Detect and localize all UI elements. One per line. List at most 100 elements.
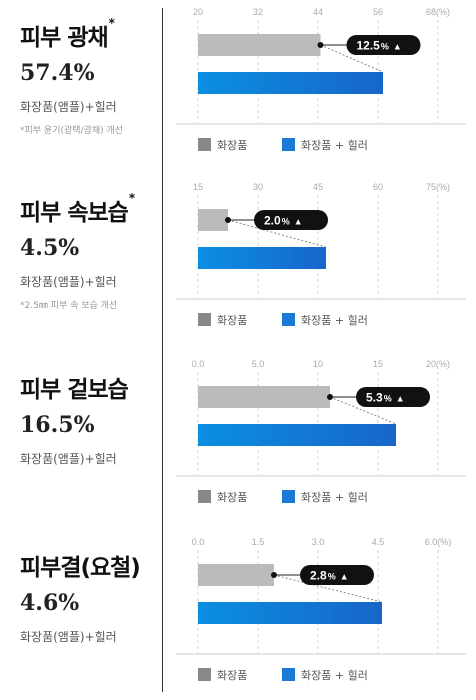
metric-block: 피부 광채* 57.4% 화장품(앰플)+힐러 *피부 윤기(광택/광채) 개선: [20, 16, 160, 136]
bar-cosmetic: [198, 564, 274, 586]
metric-block: 피부 속보습* 4.5% 화장품(앰플)+힐러 *2.5㎜ 피부 속 보습 개선: [20, 191, 160, 311]
legend-swatch-healer: [282, 490, 295, 503]
metric-footnote: *피부 윤기(광택/광채) 개선: [20, 126, 124, 136]
legend-label-cosmetic: 화장품: [217, 491, 247, 504]
metric-description: 화장품(앰플)+힐러: [20, 100, 117, 114]
legend-label-healer: 화장품 + 힐러: [301, 491, 368, 504]
legend-swatch-cosmetic: [198, 668, 211, 681]
bar-chart: 15 30 45 60 75(%) 2.0% ▲ 화장품 화장품 + 힐러: [176, 182, 466, 327]
badge-unit: %: [328, 572, 336, 582]
increase-badge-text: 12.5% ▲: [357, 39, 402, 53]
legend-swatch-cosmetic: [198, 313, 211, 326]
metric-value: 57.4%: [20, 60, 95, 86]
badge-value: 2.8: [310, 569, 327, 583]
tick-label: 15: [373, 359, 383, 369]
up-arrow-icon: ▲: [396, 394, 405, 404]
legend-label-healer: 화장품 + 힐러: [301, 669, 368, 682]
bar-healer: [198, 602, 382, 624]
tick-label: 75(%): [426, 182, 450, 192]
increase-badge-text: 5.3% ▲: [366, 391, 405, 405]
tick-label: 4.5: [372, 537, 385, 547]
legend-label-healer: 화장품 + 힐러: [301, 139, 368, 152]
up-arrow-icon: ▲: [294, 217, 303, 227]
bar-cosmetic: [198, 209, 228, 231]
bar-cosmetic: [198, 34, 321, 56]
metric-title-text: 피부결(요철): [20, 555, 141, 581]
metric-value: 16.5%: [20, 412, 95, 438]
tick-label: 30: [253, 182, 263, 192]
increase-badge-text: 2.0% ▲: [264, 214, 303, 228]
metric-footnote: *2.5㎜ 피부 속 보습 개선: [20, 301, 118, 311]
tick-label: 60: [373, 182, 383, 192]
metric-description: 화장품(앰플)+힐러: [20, 275, 117, 289]
metric-title-text: 피부 겉보습: [20, 377, 129, 403]
metric-block: 피부결(요철) 4.6% 화장품(앰플)+힐러: [20, 548, 160, 645]
metric-value: 4.6%: [20, 590, 80, 616]
bar-chart: 0.0 5.0 10 15 20(%) 5.3% ▲ 화장품 화장품 + 힐러: [176, 359, 466, 504]
metric-title: 피부 속보습*: [20, 191, 160, 227]
badge-unit: %: [384, 394, 392, 404]
value-dot: [271, 572, 277, 578]
increase-badge: [254, 210, 328, 230]
badge-value: 12.5: [357, 39, 381, 53]
tick-label: 0.0: [192, 359, 205, 369]
bar-healer: [198, 72, 383, 94]
value-dot: [225, 217, 231, 223]
metric-title: 피부 겉보습: [20, 370, 160, 404]
legend-label-cosmetic: 화장품: [217, 139, 247, 152]
legend-swatch-cosmetic: [198, 490, 211, 503]
increase-badge: [346, 35, 421, 55]
legend-swatch-healer: [282, 138, 295, 151]
tick-label: 15: [193, 182, 203, 192]
vertical-divider: [162, 8, 163, 692]
metric-value: 4.5%: [20, 235, 80, 261]
connector-line: [273, 574, 383, 603]
footnote-mark: *: [128, 191, 135, 205]
metric-description: 화장품(앰플)+힐러: [20, 452, 117, 466]
bar-cosmetic: [198, 386, 330, 408]
tick-label: 68(%): [426, 7, 450, 17]
badge-unit: %: [282, 217, 290, 227]
metric-description: 화장품(앰플)+힐러: [20, 630, 117, 644]
badge-value: 2.0: [264, 214, 281, 228]
increase-badge: [300, 565, 374, 585]
tick-label: 45: [313, 182, 323, 192]
metric-title-text: 피부 광채: [20, 25, 109, 51]
bar-chart: 0.0 1.5 3.0 4.5 6.0(%) 2.8% ▲ 화장품 화장품 + 힐러: [176, 537, 466, 682]
tick-label: 1.5: [252, 537, 265, 547]
footnote-mark: *: [108, 16, 115, 30]
tick-label: 10: [313, 359, 323, 369]
increase-badge: [356, 387, 430, 407]
tick-label: 0.0: [192, 537, 205, 547]
badge-unit: %: [381, 42, 389, 52]
bar-healer: [198, 424, 396, 446]
tick-label: 32: [253, 7, 263, 17]
bar-chart: 20 32 44 56 68(%) 12.5% ▲ 화장품 화장품 + 힐러: [176, 7, 466, 152]
up-arrow-icon: ▲: [393, 42, 402, 52]
tick-label: 6.0(%): [425, 537, 452, 547]
connector-line: [227, 219, 327, 248]
value-dot: [327, 394, 333, 400]
metric-title: 피부 광채*: [20, 16, 160, 52]
legend-label-healer: 화장품 + 힐러: [301, 314, 368, 327]
badge-value: 5.3: [366, 391, 383, 405]
bar-healer: [198, 247, 326, 269]
tick-label: 56: [373, 7, 383, 17]
tick-label: 20: [193, 7, 203, 17]
tick-label: 5.0: [252, 359, 265, 369]
tick-label: 3.0: [312, 537, 325, 547]
legend-swatch-healer: [282, 313, 295, 326]
legend-label-cosmetic: 화장품: [217, 314, 247, 327]
value-dot: [317, 42, 324, 48]
tick-label: 20(%): [426, 359, 450, 369]
metric-block: 피부 겉보습 16.5% 화장품(앰플)+힐러: [20, 370, 160, 467]
connector-line: [320, 44, 384, 73]
tick-label: 44: [313, 7, 323, 17]
increase-badge-text: 2.8% ▲: [310, 569, 349, 583]
up-arrow-icon: ▲: [340, 572, 349, 582]
legend-label-cosmetic: 화장품: [217, 669, 247, 682]
metric-title-text: 피부 속보습: [20, 200, 129, 226]
legend-swatch-cosmetic: [198, 138, 211, 151]
metric-title: 피부결(요철): [20, 548, 160, 582]
legend-swatch-healer: [282, 668, 295, 681]
